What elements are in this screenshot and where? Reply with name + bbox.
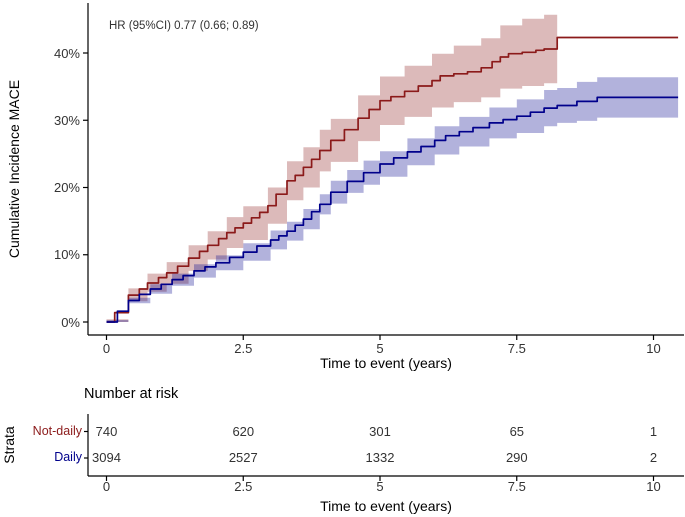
risk-count: 3094 <box>92 450 121 465</box>
hr-annotation: HR (95%CI) 0.77 (0.66; 0.89) <box>109 20 259 32</box>
y-tick-label: 10% <box>53 247 80 263</box>
risk-count: 65 <box>509 423 525 439</box>
x-tick-label: 5 <box>376 341 384 356</box>
y-tick-label: 40% <box>53 45 80 61</box>
y-tick-label: 30% <box>53 112 80 128</box>
survival-curve-not-daily <box>106 36 679 323</box>
y-tick-label: 20% <box>53 180 80 195</box>
risk-count: 2 <box>649 450 658 465</box>
risk-x-axis-title: Time to event (years) <box>320 498 452 514</box>
risk-count: 620 <box>232 423 255 439</box>
strata-axis-label: Strata <box>1 426 17 464</box>
survival-curve-daily <box>106 96 679 323</box>
risk-count: 1332 <box>365 450 395 465</box>
x-axis-title: Time to event (years) <box>320 355 452 371</box>
risk-count: 2527 <box>228 450 258 465</box>
risk-table-title: Number at risk <box>84 386 179 402</box>
risk-x-tick-label: 7.5 <box>507 479 526 494</box>
risk-row-label-daily: Daily <box>54 450 82 464</box>
y-tick-label: 0% <box>61 314 80 330</box>
ci-band-daily <box>106 77 679 322</box>
risk-count: 290 <box>505 450 528 465</box>
x-tick-label: 0 <box>102 341 111 356</box>
y-axis-title: Cumulative Incidence MACE <box>6 79 22 259</box>
risk-x-tick-label: 5 <box>376 479 384 494</box>
risk-x-tick-label: 0 <box>102 479 111 494</box>
risk-x-tick-label: 2.5 <box>234 479 253 494</box>
x-tick-label: 7.5 <box>507 341 526 356</box>
x-tick-label: 2.5 <box>234 341 253 356</box>
risk-x-tick-label: 10 <box>646 479 661 494</box>
risk-count: 740 <box>95 423 118 439</box>
risk-count: 301 <box>369 423 391 439</box>
risk-row-label-not-daily: Not-daily <box>32 423 82 438</box>
risk-count: 1 <box>649 423 658 439</box>
x-tick-label: 10 <box>646 341 661 356</box>
